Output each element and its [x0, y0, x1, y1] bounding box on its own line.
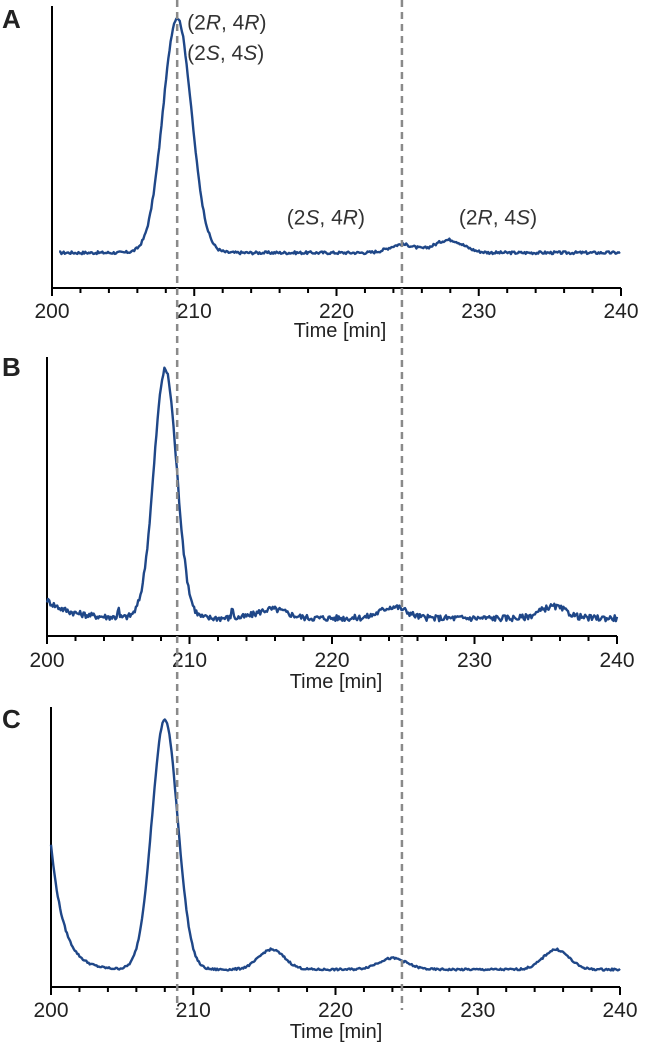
peak-annotation: (2R, 4S) [459, 207, 537, 230]
panel-label: C [2, 704, 21, 734]
x-axis-title: Time [min] [290, 671, 383, 693]
panel-b: B 200 210 220 230 240 Time [min] [2, 352, 635, 693]
x-axis-title: Time [min] [294, 320, 387, 342]
chromatogram-trace [59, 17, 621, 256]
x-tick-label: 240 [603, 300, 638, 323]
peak-annotation: (2S, 4S) [187, 42, 264, 65]
peak-annotation: (2S, 4R) [287, 207, 365, 230]
x-tick-label: 210 [177, 300, 212, 323]
panel-label: B [2, 352, 21, 382]
panel-a: A 200 210 220 230 240 Time [min] (2R, 4R) (2S, 4… [2, 4, 639, 342]
x-tick-label: 230 [461, 300, 496, 323]
x-axis-title: Time [min] [290, 1021, 383, 1043]
x-tick-label: 240 [599, 649, 634, 672]
x-tick-label: 230 [457, 649, 492, 672]
panel-c: C 200 210 220 230 240 Time [min] [2, 704, 638, 1043]
x-tick-label: 200 [29, 649, 64, 672]
x-tick-label: 230 [460, 999, 495, 1022]
x-tick-label: 210 [172, 649, 207, 672]
chromatogram-trace [49, 718, 621, 972]
x-tick-label: 220 [318, 999, 353, 1022]
x-tick-label: 200 [33, 999, 68, 1022]
x-tick-label: 210 [176, 999, 211, 1022]
x-tick-label: 240 [602, 999, 637, 1022]
peak-annotation: (2R, 4R) [187, 12, 266, 35]
x-tick-label: 200 [34, 300, 69, 323]
panel-label: A [2, 4, 21, 34]
x-tick-label: 220 [319, 300, 354, 323]
chromatogram-trace [45, 366, 619, 623]
x-tick-label: 220 [314, 649, 349, 672]
